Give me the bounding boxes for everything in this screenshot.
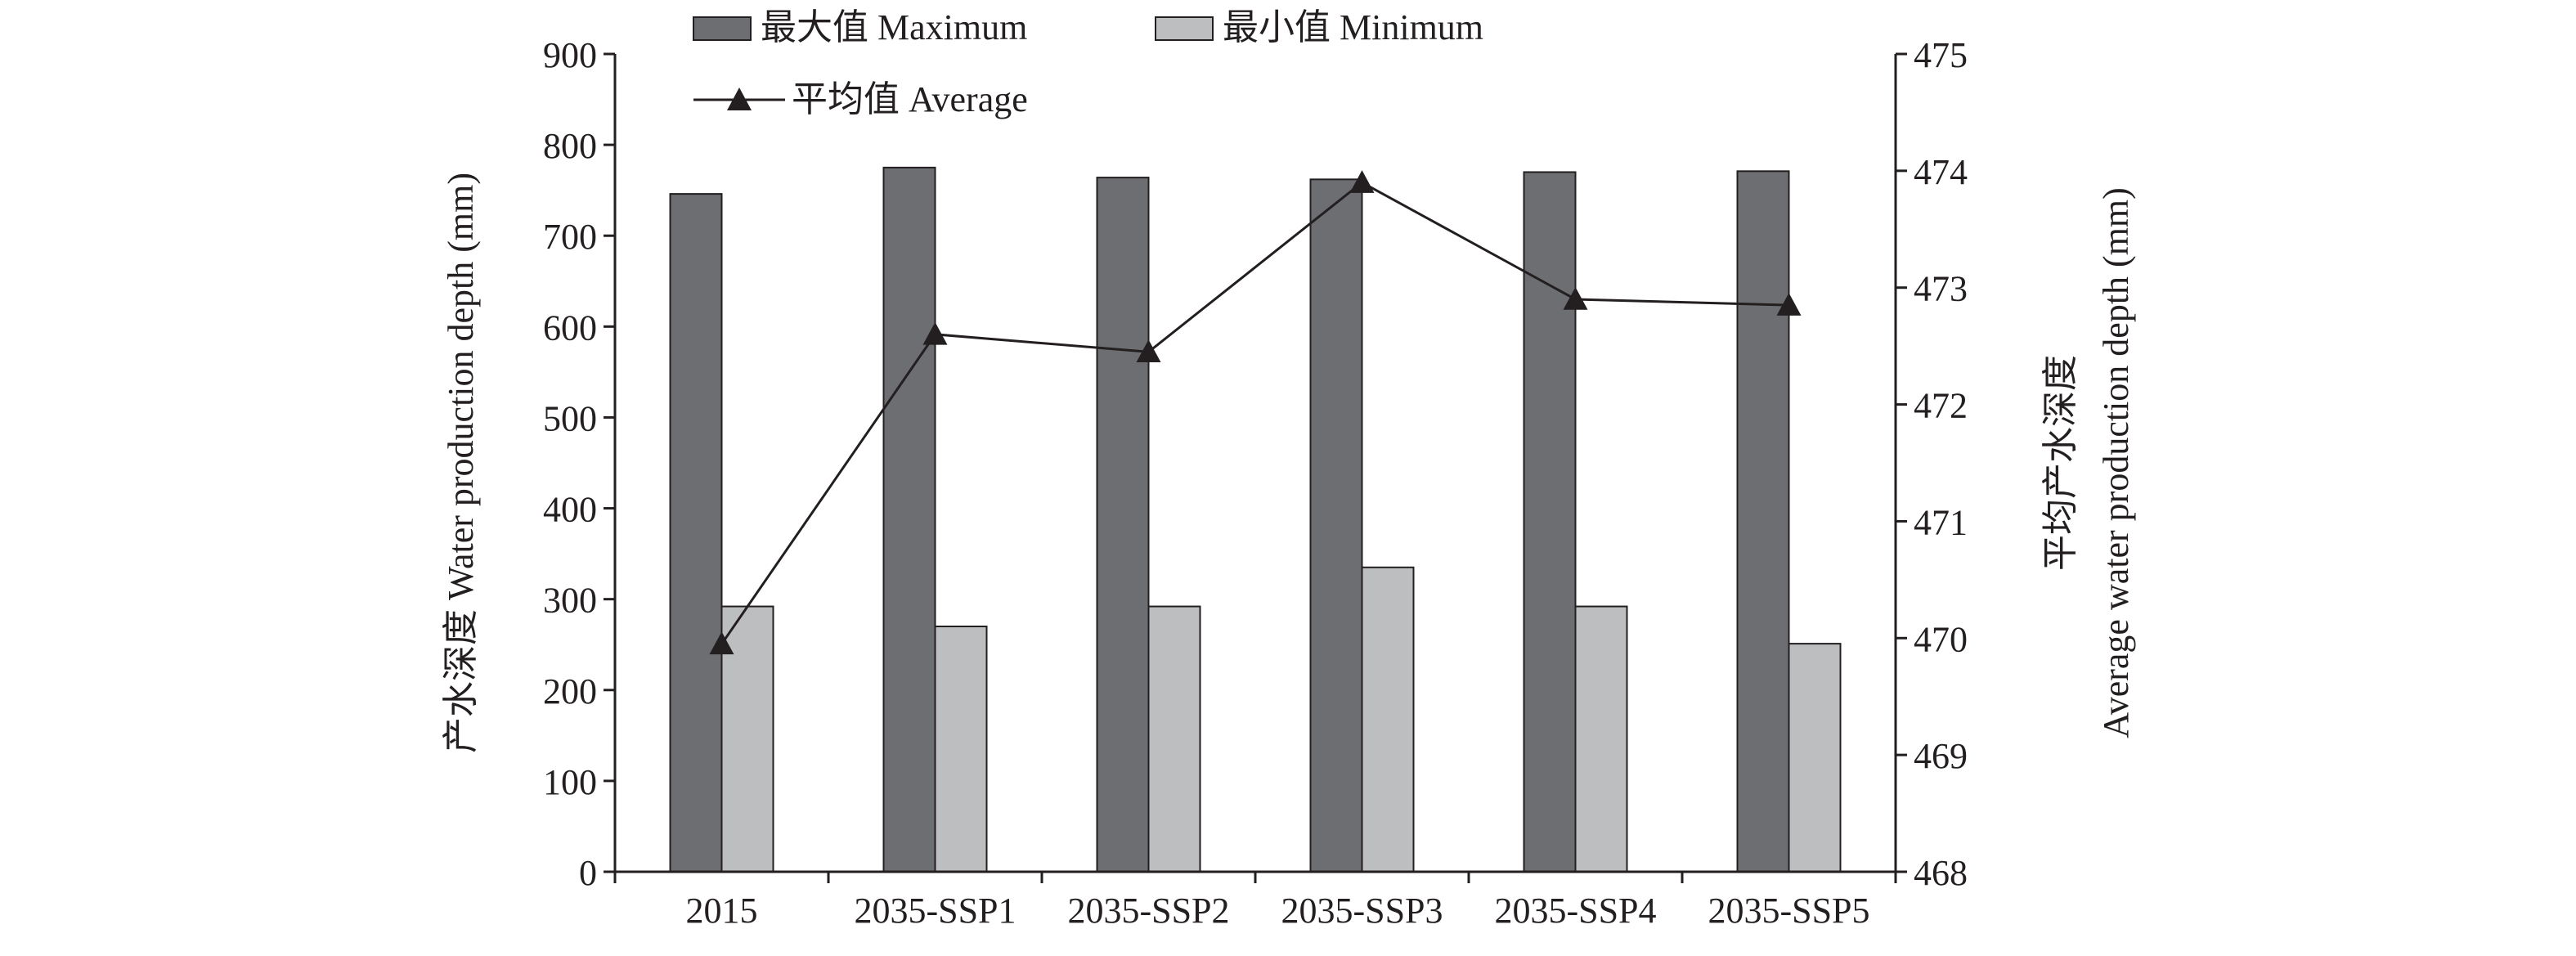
bar-minimum-2035-SSP4 <box>1574 605 1628 873</box>
average-point-2035-SSP4 <box>1563 287 1588 310</box>
average-series-line <box>720 181 1789 645</box>
right-axis-title-line1: 平均产水深度 <box>2040 355 2080 571</box>
left-tick-label: 900 <box>543 35 597 75</box>
average-point-2035-SSP1 <box>922 321 948 345</box>
bar-minimum-2035-SSP1 <box>934 626 988 873</box>
left-tick-label: 600 <box>543 307 597 348</box>
x-tick-label: 2035-SSP3 <box>1281 891 1443 931</box>
bar-maximum-2035-SSP3 <box>1309 178 1363 873</box>
right-tick-label: 468 <box>1914 853 1968 893</box>
bar-maximum-2035-SSP4 <box>1523 171 1577 873</box>
bar-maximum-2035-SSP5 <box>1736 170 1790 873</box>
axis-labels: 产水深度 Water production depth (mm) 平均产水深度 Av… <box>441 173 2136 753</box>
average-point-2035-SSP2 <box>1136 339 1161 363</box>
legend: 最大值 Maximum 最小值 Minimum 平均值 Average <box>693 7 1483 119</box>
legend-swatch-maximum <box>693 16 752 41</box>
axes-layer: 0 100 200 300 400 500 600 700 800 900 468 469 470 471… <box>543 35 1968 931</box>
legend-marker-average <box>727 88 752 110</box>
x-tick-label: 2035-SSP1 <box>854 891 1016 931</box>
left-tick-label: 400 <box>543 490 597 530</box>
bar-maximum-2035-SSP1 <box>882 166 936 873</box>
x-tick-label: 2015 <box>686 891 758 931</box>
x-tick-label: 2035-SSP2 <box>1067 891 1229 931</box>
left-tick-label: 700 <box>543 217 597 257</box>
x-tick-label: 2035-SSP5 <box>1708 891 1869 931</box>
bar-maximum-2035-SSP2 <box>1096 177 1150 873</box>
left-tick-label: 300 <box>543 581 597 621</box>
legend-label-maximum: 最大值 Maximum <box>761 7 1027 47</box>
average-point-2035-SSP5 <box>1776 293 1802 316</box>
legend-swatch-minimum <box>1155 16 1214 41</box>
bar-maximum-2015 <box>669 193 723 873</box>
left-tick-label: 100 <box>543 762 597 802</box>
left-axis-title: 产水深度 Water production depth (mm) <box>441 173 481 753</box>
bar-minimum-2035-SSP5 <box>1788 643 1842 873</box>
bars-layer <box>669 166 1842 873</box>
bar-minimum-2035-SSP2 <box>1147 605 1201 873</box>
left-tick-label: 500 <box>543 398 597 438</box>
right-axis-title-line2: Average water production depth (mm) <box>2096 187 2136 738</box>
right-tick-label: 471 <box>1914 502 1968 542</box>
right-tick-label: 472 <box>1914 386 1968 426</box>
left-tick-label: 800 <box>543 126 597 166</box>
average-point-2035-SSP3 <box>1349 170 1375 193</box>
right-tick-label: 474 <box>1914 152 1968 192</box>
legend-label-minimum: 最小值 Minimum <box>1223 7 1483 47</box>
average-line-layer <box>709 170 1802 655</box>
average-point-2015 <box>709 631 734 655</box>
right-tick-label: 470 <box>1914 619 1968 659</box>
legend-label-average: 平均值 Average <box>792 79 1028 119</box>
right-tick-label: 473 <box>1914 269 1968 309</box>
left-tick-label: 200 <box>543 671 597 711</box>
x-tick-label: 2035-SSP4 <box>1494 891 1656 931</box>
right-tick-label: 469 <box>1914 736 1968 776</box>
bar-minimum-2035-SSP3 <box>1361 566 1415 873</box>
left-tick-label: 0 <box>579 853 597 893</box>
right-tick-label: 475 <box>1914 35 1968 75</box>
